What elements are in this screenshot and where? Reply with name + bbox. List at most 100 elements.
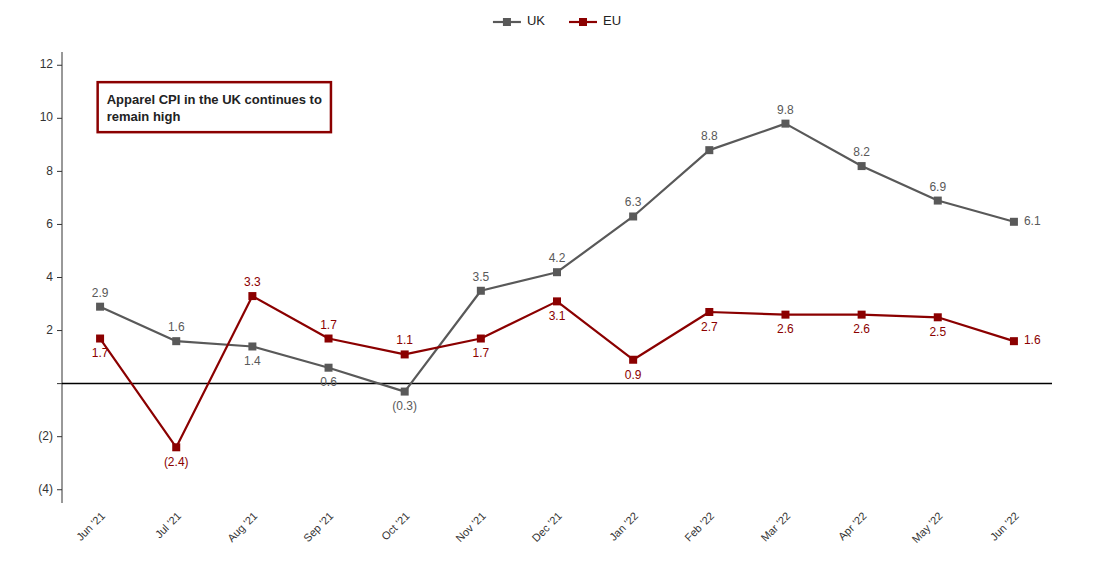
data-label: (2.4) bbox=[164, 455, 189, 469]
x-tick-label: Oct '21 bbox=[379, 510, 412, 543]
point bbox=[172, 443, 180, 451]
point bbox=[477, 287, 485, 295]
series-line bbox=[100, 296, 1014, 447]
legend-item: EU bbox=[569, 13, 621, 28]
point bbox=[1010, 218, 1018, 226]
point bbox=[401, 388, 409, 396]
data-label: 2.6 bbox=[853, 322, 870, 336]
point bbox=[248, 292, 256, 300]
y-tick bbox=[57, 383, 62, 384]
point bbox=[934, 313, 942, 321]
point bbox=[705, 146, 713, 154]
x-tick-label: May '22 bbox=[909, 510, 944, 545]
x-tick-label: Jun '21 bbox=[74, 510, 107, 543]
legend-label: EU bbox=[603, 13, 621, 28]
point bbox=[858, 162, 866, 170]
x-tick-label: Jul '21 bbox=[153, 510, 184, 541]
legend: UK EU bbox=[493, 13, 621, 28]
x-tick-label: Feb '22 bbox=[682, 510, 716, 544]
data-label: 3.1 bbox=[549, 309, 566, 323]
data-label: 8.2 bbox=[853, 145, 870, 159]
annotation-line: Apparel CPI in the UK continues to bbox=[107, 91, 322, 106]
y-tick-label: (2) bbox=[38, 429, 53, 443]
annotation-line: remain high bbox=[107, 108, 181, 123]
page: {"chart_data": { "type": "line", "catego… bbox=[0, 0, 1107, 565]
x-tick-label: Nov '21 bbox=[453, 510, 488, 545]
y-tick-label: 2 bbox=[46, 323, 53, 337]
point bbox=[553, 268, 561, 276]
x-tick-label: Sep '21 bbox=[301, 510, 336, 545]
legend-label: UK bbox=[527, 13, 545, 28]
data-label: 3.3 bbox=[244, 275, 261, 289]
y-tick bbox=[57, 436, 62, 437]
data-label: 8.8 bbox=[701, 129, 718, 143]
data-label: 2.9 bbox=[92, 286, 109, 300]
y-tick-label: (4) bbox=[38, 482, 53, 496]
y-tick-label: 12 bbox=[40, 57, 54, 71]
y-tick bbox=[57, 171, 62, 172]
plot-area bbox=[96, 120, 1018, 452]
data-label: 6.1 bbox=[1024, 214, 1041, 228]
point bbox=[858, 311, 866, 319]
point bbox=[629, 356, 637, 364]
y-tick bbox=[57, 65, 62, 66]
data-label: 1.7 bbox=[92, 346, 109, 360]
data-label: 1.7 bbox=[473, 346, 490, 360]
y-tick bbox=[57, 489, 62, 490]
data-label: 6.3 bbox=[625, 195, 642, 209]
x-tick-label: Dec '21 bbox=[529, 510, 564, 545]
point bbox=[1010, 337, 1018, 345]
chart: (4) (2) 2 4 6 8 10 12 Jun '21 Jul '21 Aug '21 Sep '… bbox=[0, 0, 1107, 565]
annotation-box bbox=[98, 82, 331, 132]
series bbox=[96, 292, 1018, 451]
x-tick-label: Jan '22 bbox=[607, 510, 640, 543]
data-label: 1.6 bbox=[168, 320, 185, 334]
point bbox=[172, 337, 180, 345]
point bbox=[781, 120, 789, 128]
point bbox=[705, 308, 713, 316]
x-tick-label: Apr '22 bbox=[836, 510, 869, 543]
y-tick-label: 6 bbox=[46, 217, 53, 231]
data-label: 2.5 bbox=[929, 325, 946, 339]
x-tick-label: Jun '22 bbox=[988, 510, 1021, 543]
x-tick-label: Mar '22 bbox=[758, 510, 792, 544]
y-tick bbox=[57, 224, 62, 225]
zero-line bbox=[62, 383, 1052, 385]
point bbox=[934, 197, 942, 205]
point bbox=[629, 212, 637, 220]
legend-item: UK bbox=[493, 13, 545, 28]
point bbox=[96, 303, 104, 311]
x-axis: Jun '21 Jul '21 Aug '21 Sep '21 Oct '21 Nov '… bbox=[74, 510, 1021, 545]
series-line bbox=[100, 124, 1014, 392]
data-label: 6.9 bbox=[929, 180, 946, 194]
data-label: (0.3) bbox=[392, 399, 417, 413]
point bbox=[401, 350, 409, 358]
point bbox=[477, 335, 485, 343]
data-label: 1.1 bbox=[396, 333, 413, 347]
point bbox=[325, 364, 333, 372]
y-tick-label: 4 bbox=[46, 270, 53, 284]
data-label: 4.2 bbox=[549, 251, 566, 265]
point bbox=[325, 335, 333, 343]
data-label: 1.7 bbox=[320, 318, 337, 332]
point bbox=[781, 311, 789, 319]
data-label: 2.7 bbox=[701, 320, 718, 334]
y-tick bbox=[57, 277, 62, 278]
x-tick-label: Aug '21 bbox=[225, 510, 260, 545]
series bbox=[96, 120, 1018, 396]
point bbox=[248, 342, 256, 350]
legend-marker bbox=[503, 18, 511, 26]
y-tick-label: 10 bbox=[40, 110, 54, 124]
point bbox=[553, 297, 561, 305]
y-axis: (4) (2) 2 4 6 8 10 12 bbox=[38, 57, 62, 495]
data-label: 9.8 bbox=[777, 103, 794, 117]
data-label: 2.6 bbox=[777, 322, 794, 336]
y-tick-label: 8 bbox=[46, 164, 53, 178]
annotation-text: Apparel CPI in the UK continues to remain… bbox=[107, 91, 322, 123]
data-labels: 2.91.61.40.6(0.3)3.54.26.38.89.88.26.96.… bbox=[92, 103, 1041, 469]
y-tick bbox=[57, 330, 62, 331]
data-label: 3.5 bbox=[473, 270, 490, 284]
annotation: Apparel CPI in the UK continues to remain… bbox=[98, 82, 331, 132]
legend-marker bbox=[579, 18, 587, 26]
data-label: 0.6 bbox=[320, 375, 337, 389]
